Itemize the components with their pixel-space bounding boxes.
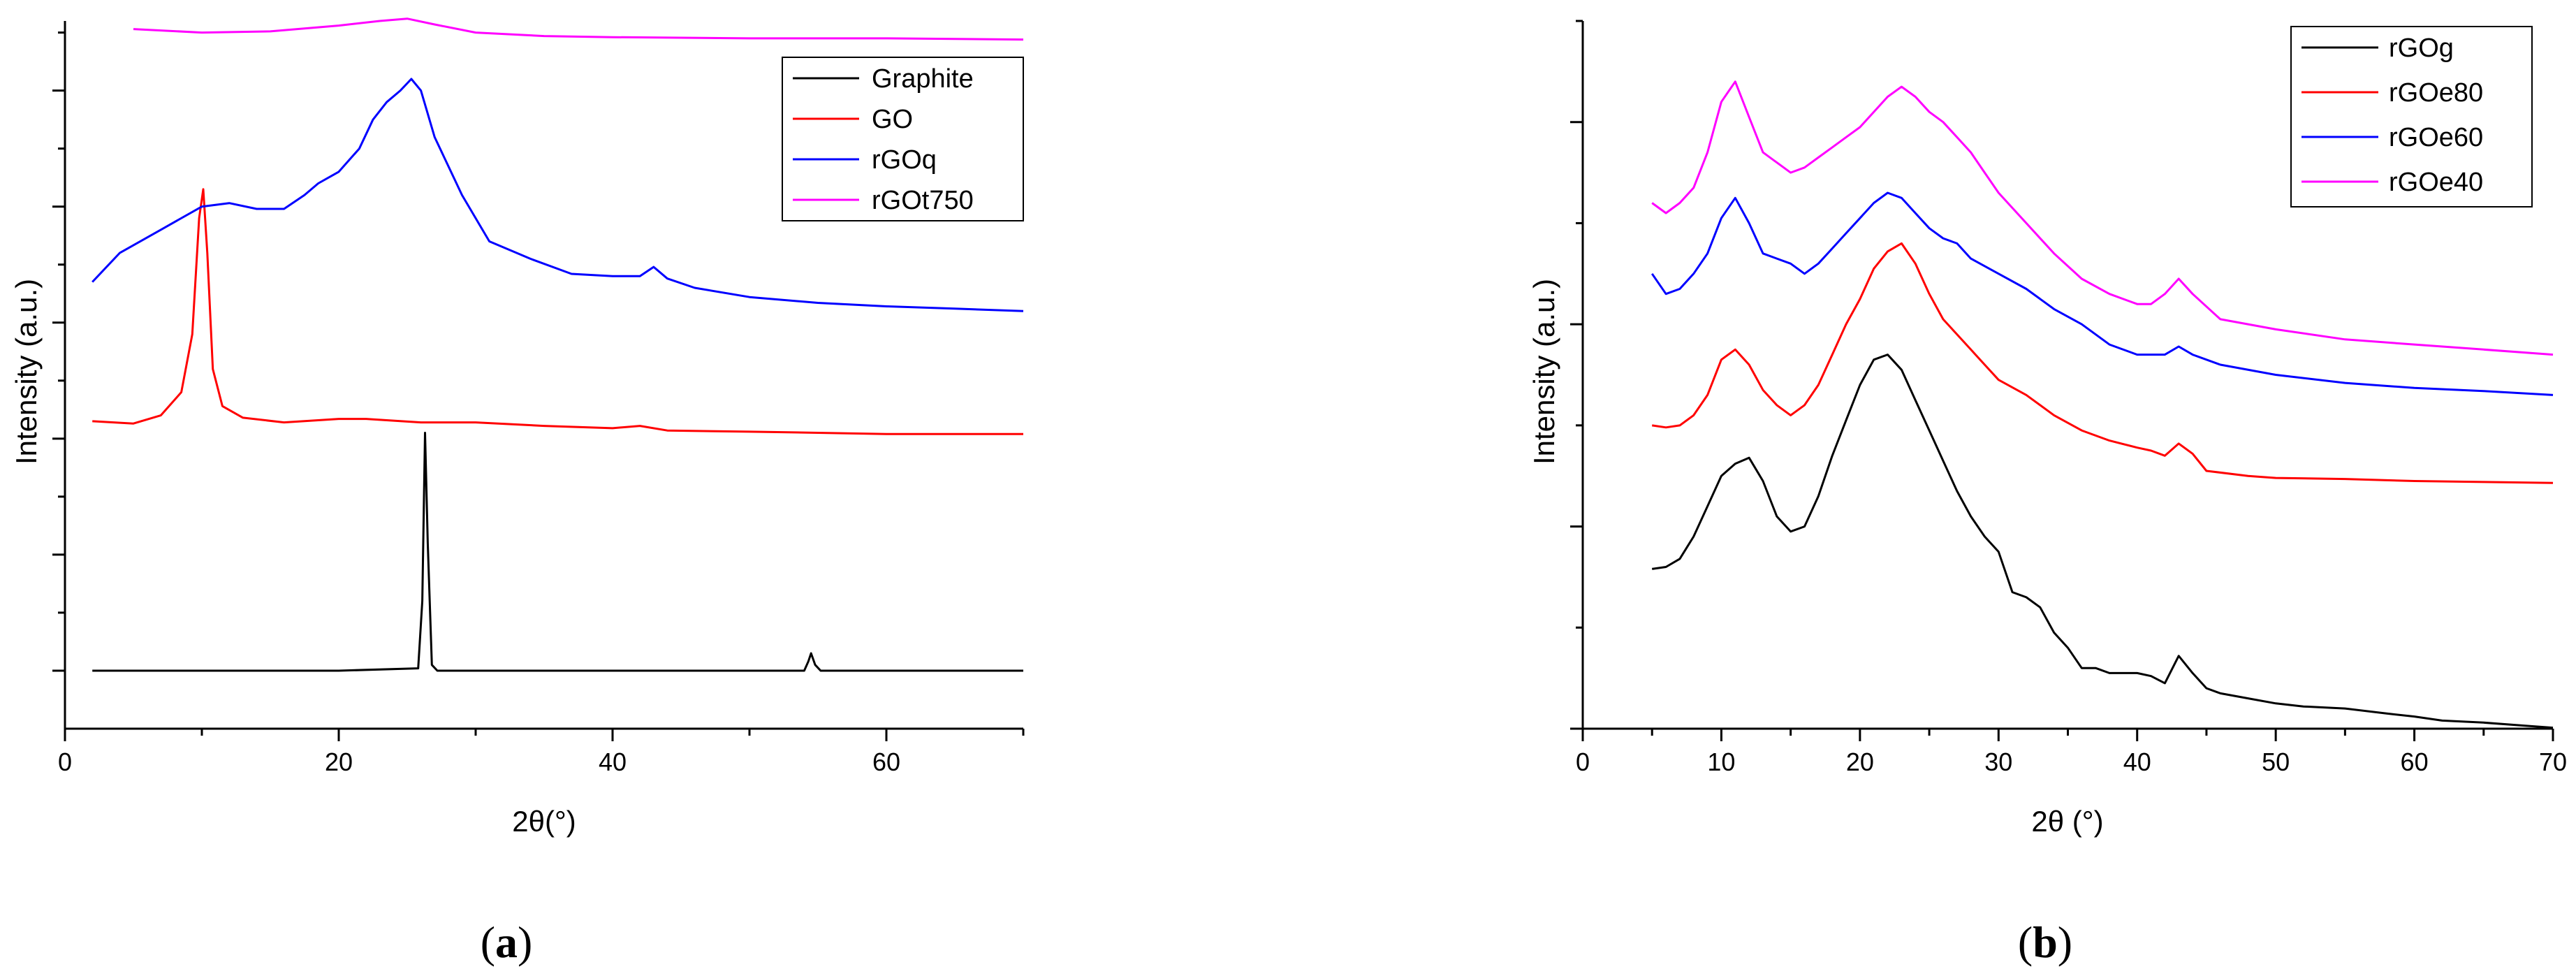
panel-a-y-axis-title: Intensity (a.u.): [10, 279, 43, 465]
legend-label-go: GO: [872, 105, 913, 134]
panel-b-y-axis-title: Intensity (a.u.): [1528, 279, 1560, 465]
panel-b-legend-box: [2290, 26, 2533, 207]
panel-b-x-tick-label: 0: [1576, 748, 1590, 776]
panel-b-x-tick-label: 70: [2539, 748, 2567, 776]
panel-a-x-tick-label: 0: [58, 748, 72, 776]
panel-b-x-tick-label: 10: [1707, 748, 1735, 776]
panel-b-caption-open: (: [2018, 917, 2033, 967]
series-rgoq: [92, 78, 1024, 312]
panel-a-caption-letter: a: [495, 917, 518, 967]
panel-b-x-tick-label: 30: [1984, 748, 2012, 776]
series-rgoe40: [1651, 80, 2554, 356]
panel-b-caption: (b): [2018, 917, 2072, 967]
legend-label-graphite: Graphite: [872, 64, 974, 94]
panel-a-x-tick-label: 20: [325, 748, 353, 776]
series-rgot750: [133, 17, 1024, 41]
panel-b-chart: 0 10 20 30 40 50 60 70 2θ (°) Intensity (a.u.) …: [1528, 20, 2567, 967]
panel-a-x-tick-label: 60: [872, 748, 900, 776]
series-go: [92, 188, 1023, 435]
panel-b-x-tick-label: 40: [2123, 748, 2151, 776]
panel-b-x-ticks: 0 10 20 30 40 50 60 70: [1576, 729, 2567, 776]
panel-a-caption-close: ): [518, 917, 532, 967]
series-rgoe80: [1651, 242, 2554, 484]
legend-label-rgoq: rGOq: [872, 145, 937, 175]
panel-a-series: [92, 17, 1024, 672]
panel-a-caption: (a): [481, 917, 533, 967]
panel-b-x-tick-label: 60: [2401, 748, 2429, 776]
legend-label-rgog: rGOg: [2389, 34, 2454, 63]
panel-b-caption-letter: b: [2033, 917, 2058, 967]
panel-a-legend-box: [782, 57, 1024, 221]
legend-label-rgoe60: rGOe60: [2389, 123, 2483, 152]
panel-b-x-axis-title: 2θ (°): [2031, 805, 2103, 838]
panel-a-legend: Graphite GO rGOq rGOt750: [782, 57, 1024, 221]
panel-a-x-axis-title: 2θ(°): [512, 805, 576, 838]
panel-b-legend: rGOg rGOe80 rGOe60 rGOe40: [2290, 26, 2533, 207]
panel-b-caption-close: ): [2058, 917, 2072, 967]
panel-b-x-tick-label: 20: [1846, 748, 1874, 776]
panel-a-chart: 0 20 40 60 2θ(°) Intensity (a.u.) GraphiteG…: [10, 17, 1025, 967]
panel-b-x-tick-label: 50: [2262, 748, 2290, 776]
legend-label-rgoe80: rGOe80: [2389, 78, 2483, 108]
panel-a-x-ticks: 0 20 40 60: [58, 729, 1025, 776]
panel-b-y-ticks: [1570, 20, 1583, 730]
series-rgoe60: [1651, 191, 2554, 396]
panel-b-series: [1651, 80, 2554, 729]
legend-label-rgoe40: rGOe40: [2389, 168, 2483, 197]
panel-a-x-tick-label: 40: [599, 748, 627, 776]
series-graphite: [92, 432, 1023, 672]
series-rgog: [1651, 354, 2554, 729]
panel-a-y-ticks: [52, 31, 65, 672]
legend-label-rgot750: rGOt750: [872, 186, 974, 215]
panel-a-caption-open: (: [481, 917, 495, 967]
